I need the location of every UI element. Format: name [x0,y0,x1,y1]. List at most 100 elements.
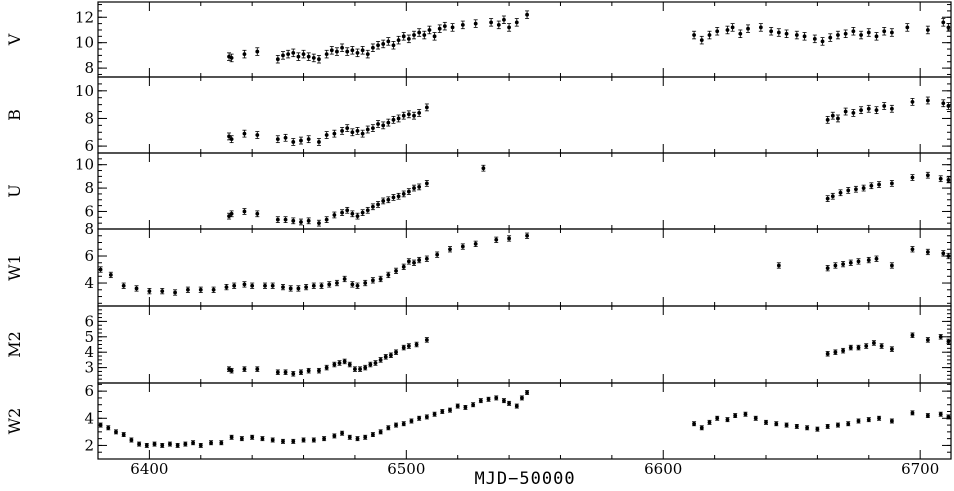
data-point [186,287,190,292]
data-point [946,254,951,258]
data-point [301,52,306,57]
data-point [422,33,427,37]
data-point [291,371,296,376]
data-point [121,432,126,437]
data-point [910,247,915,252]
data-point [381,199,386,203]
data-point [350,282,355,287]
data-point [291,218,296,223]
data-point [324,133,329,137]
data-point [432,412,437,417]
x-tick-label: 6700 [901,460,939,478]
data-point [286,52,291,57]
data-point [406,189,411,194]
data-point [925,250,930,254]
data-point [820,39,825,44]
data-point [874,108,879,113]
data-point [733,413,738,418]
data-point [355,128,360,133]
data-point [98,267,103,272]
data-point [324,52,329,57]
data-point [417,30,422,35]
data-point [699,425,704,430]
data-point [191,440,195,445]
data-point [229,211,234,216]
data-point [776,263,781,268]
data-point [424,415,429,419]
y-tick-label: 8 [84,220,94,238]
data-point [224,285,229,289]
data-point [355,214,360,219]
data-point [856,259,861,264]
data-point [317,221,321,226]
data-point [275,217,280,222]
data-point [376,202,380,207]
data-point [427,28,432,32]
panel-frame [97,228,952,307]
data-point [925,28,930,32]
data-point [350,211,355,216]
data-point [299,138,303,143]
data-point [299,370,303,375]
data-point [869,183,874,188]
data-point [455,404,460,408]
data-point [866,258,871,262]
y-tick-label: 6 [84,247,94,265]
data-point [360,210,365,215]
data-point [396,194,401,199]
data-point [946,339,951,344]
data-point [394,350,398,355]
data-point [938,334,943,339]
data-point [946,104,951,108]
panel-w1: 4 6 8 W1 [5,220,952,307]
data-point [306,137,311,142]
y-tick-label: 4 [84,409,94,427]
data-point [401,345,406,350]
data-point [866,30,871,35]
y-tick-label: 10 [75,156,94,174]
data-point [473,21,478,26]
data-point [890,263,894,268]
data-point [371,278,375,283]
data-point [401,113,406,118]
data-point [386,273,391,277]
data-point [890,419,894,423]
data-point [460,244,465,249]
data-point [401,34,406,39]
data-point [137,442,142,446]
data-point [502,398,506,403]
data-point [473,241,478,246]
data-point [738,31,743,36]
data-point [291,140,296,144]
data-point [401,264,406,269]
data-point [784,423,789,427]
data-point [481,166,486,171]
data-point [324,217,329,222]
data-point [242,209,247,214]
data-point [242,131,247,136]
data-point [129,438,134,442]
data-point [360,48,365,53]
data-point [134,286,139,291]
data-point [332,131,337,136]
data-point [147,289,152,294]
data-point [144,443,149,448]
data-point [830,194,835,199]
data-point [260,436,265,441]
data-point [414,342,419,347]
data-point [371,204,375,209]
data-point [301,438,306,442]
data-point [409,419,414,423]
data-point [296,54,301,59]
panel-v: 8 10 12 V [5,1,952,78]
data-point [406,344,411,348]
data-point [350,48,355,53]
data-point [494,237,499,242]
y-axis-label: B [5,109,24,121]
data-point [108,273,113,277]
data-point [270,438,275,442]
data-point [378,277,383,281]
data-point [872,341,876,345]
data-point [941,101,946,106]
